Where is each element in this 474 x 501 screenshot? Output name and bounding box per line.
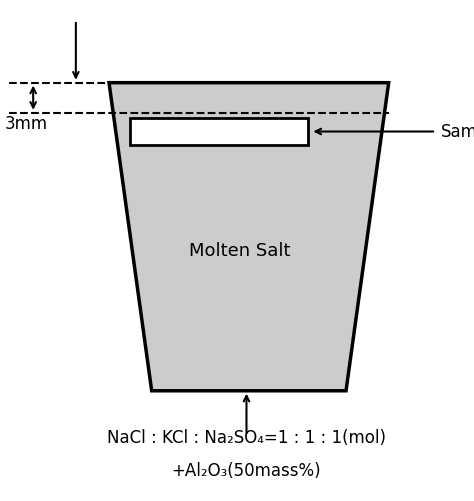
Text: Molten Salt: Molten Salt [189, 241, 290, 260]
Bar [130, 118, 308, 145]
Text: +Al₂O₃(50mass%): +Al₂O₃(50mass%) [172, 462, 321, 480]
Text: Sample: Sample [441, 123, 474, 140]
Text: 3mm: 3mm [5, 115, 47, 133]
Text: NaCl : KCl : Na₂SO₄=1 : 1 : 1(mol): NaCl : KCl : Na₂SO₄=1 : 1 : 1(mol) [107, 429, 386, 447]
Polygon shape [109, 83, 389, 391]
